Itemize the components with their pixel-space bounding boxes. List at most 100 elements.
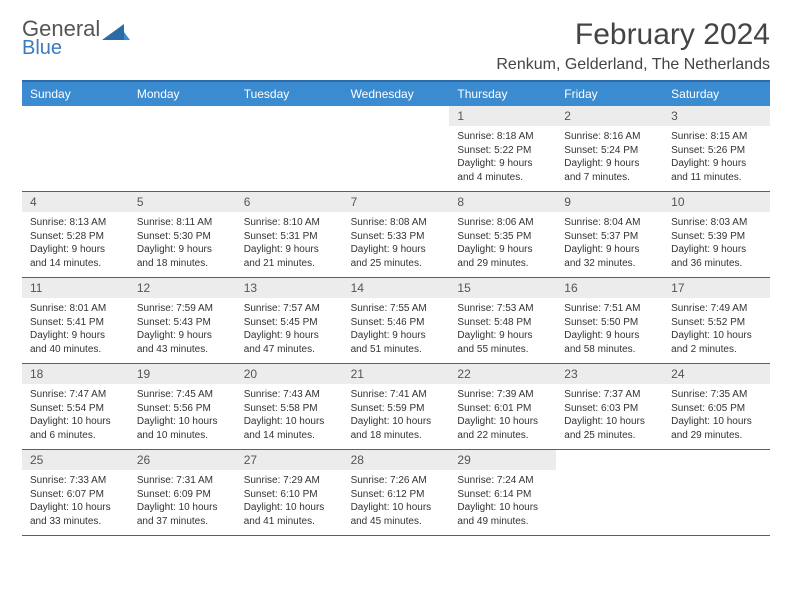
location: Renkum, Gelderland, The Netherlands [496, 56, 770, 74]
calendar-cell [663, 450, 770, 536]
triangle-icon [102, 22, 130, 47]
day-number [236, 106, 343, 126]
day-details: Sunrise: 7:47 AMSunset: 5:54 PMDaylight:… [22, 384, 129, 448]
day-details: Sunrise: 7:59 AMSunset: 5:43 PMDaylight:… [129, 298, 236, 362]
day-number: 15 [449, 278, 556, 298]
calendar-cell [22, 106, 129, 192]
day-number [129, 106, 236, 126]
calendar-cell: 19Sunrise: 7:45 AMSunset: 5:56 PMDayligh… [129, 364, 236, 450]
weekday-label: Thursday [449, 82, 556, 106]
day-number: 26 [129, 450, 236, 470]
day-number: 5 [129, 192, 236, 212]
day-number: 27 [236, 450, 343, 470]
day-details: Sunrise: 7:37 AMSunset: 6:03 PMDaylight:… [556, 384, 663, 448]
calendar-cell: 10Sunrise: 8:03 AMSunset: 5:39 PMDayligh… [663, 192, 770, 278]
calendar-cell: 22Sunrise: 7:39 AMSunset: 6:01 PMDayligh… [449, 364, 556, 450]
day-number [343, 106, 450, 126]
day-number: 28 [343, 450, 450, 470]
day-number: 21 [343, 364, 450, 384]
calendar-cell [236, 106, 343, 192]
calendar-cell: 21Sunrise: 7:41 AMSunset: 5:59 PMDayligh… [343, 364, 450, 450]
day-details: Sunrise: 7:45 AMSunset: 5:56 PMDaylight:… [129, 384, 236, 448]
day-number: 25 [22, 450, 129, 470]
day-number: 8 [449, 192, 556, 212]
day-number: 7 [343, 192, 450, 212]
day-number [556, 450, 663, 470]
day-number: 2 [556, 106, 663, 126]
title-block: February 2024 Renkum, Gelderland, The Ne… [496, 18, 770, 74]
day-number: 3 [663, 106, 770, 126]
calendar-cell [556, 450, 663, 536]
month-title: February 2024 [496, 18, 770, 52]
calendar-cell: 12Sunrise: 7:59 AMSunset: 5:43 PMDayligh… [129, 278, 236, 364]
weekday-header: Sunday Monday Tuesday Wednesday Thursday… [22, 82, 770, 106]
day-number: 6 [236, 192, 343, 212]
header: General Blue February 2024 Renkum, Gelde… [22, 18, 770, 74]
day-number: 4 [22, 192, 129, 212]
day-number: 11 [22, 278, 129, 298]
day-number: 19 [129, 364, 236, 384]
day-number: 24 [663, 364, 770, 384]
day-details: Sunrise: 8:10 AMSunset: 5:31 PMDaylight:… [236, 212, 343, 276]
day-details: Sunrise: 8:11 AMSunset: 5:30 PMDaylight:… [129, 212, 236, 276]
day-number [663, 450, 770, 470]
calendar-grid: 1Sunrise: 8:18 AMSunset: 5:22 PMDaylight… [22, 106, 770, 536]
day-details: Sunrise: 8:03 AMSunset: 5:39 PMDaylight:… [663, 212, 770, 276]
calendar-cell: 17Sunrise: 7:49 AMSunset: 5:52 PMDayligh… [663, 278, 770, 364]
day-details: Sunrise: 7:33 AMSunset: 6:07 PMDaylight:… [22, 470, 129, 534]
logo: General Blue [22, 18, 130, 58]
day-number: 23 [556, 364, 663, 384]
day-number: 16 [556, 278, 663, 298]
calendar-cell: 29Sunrise: 7:24 AMSunset: 6:14 PMDayligh… [449, 450, 556, 536]
calendar-cell: 8Sunrise: 8:06 AMSunset: 5:35 PMDaylight… [449, 192, 556, 278]
day-details: Sunrise: 8:04 AMSunset: 5:37 PMDaylight:… [556, 212, 663, 276]
day-details: Sunrise: 7:29 AMSunset: 6:10 PMDaylight:… [236, 470, 343, 534]
calendar-cell: 20Sunrise: 7:43 AMSunset: 5:58 PMDayligh… [236, 364, 343, 450]
day-number: 12 [129, 278, 236, 298]
day-details: Sunrise: 8:13 AMSunset: 5:28 PMDaylight:… [22, 212, 129, 276]
calendar-cell: 1Sunrise: 8:18 AMSunset: 5:22 PMDaylight… [449, 106, 556, 192]
calendar-cell: 15Sunrise: 7:53 AMSunset: 5:48 PMDayligh… [449, 278, 556, 364]
day-number: 29 [449, 450, 556, 470]
calendar-cell: 3Sunrise: 8:15 AMSunset: 5:26 PMDaylight… [663, 106, 770, 192]
day-number: 17 [663, 278, 770, 298]
calendar-cell [343, 106, 450, 192]
day-details: Sunrise: 7:31 AMSunset: 6:09 PMDaylight:… [129, 470, 236, 534]
day-details: Sunrise: 7:55 AMSunset: 5:46 PMDaylight:… [343, 298, 450, 362]
weekday-label: Friday [556, 82, 663, 106]
calendar-cell: 18Sunrise: 7:47 AMSunset: 5:54 PMDayligh… [22, 364, 129, 450]
weekday-label: Sunday [22, 82, 129, 106]
day-details: Sunrise: 7:26 AMSunset: 6:12 PMDaylight:… [343, 470, 450, 534]
day-details: Sunrise: 7:49 AMSunset: 5:52 PMDaylight:… [663, 298, 770, 362]
day-number: 10 [663, 192, 770, 212]
day-details: Sunrise: 8:06 AMSunset: 5:35 PMDaylight:… [449, 212, 556, 276]
calendar-cell: 11Sunrise: 8:01 AMSunset: 5:41 PMDayligh… [22, 278, 129, 364]
day-details: Sunrise: 8:18 AMSunset: 5:22 PMDaylight:… [449, 126, 556, 190]
day-details: Sunrise: 8:16 AMSunset: 5:24 PMDaylight:… [556, 126, 663, 190]
calendar-cell: 23Sunrise: 7:37 AMSunset: 6:03 PMDayligh… [556, 364, 663, 450]
calendar-cell: 6Sunrise: 8:10 AMSunset: 5:31 PMDaylight… [236, 192, 343, 278]
weekday-label: Tuesday [236, 82, 343, 106]
weekday-label: Monday [129, 82, 236, 106]
calendar-cell: 4Sunrise: 8:13 AMSunset: 5:28 PMDaylight… [22, 192, 129, 278]
day-details: Sunrise: 7:57 AMSunset: 5:45 PMDaylight:… [236, 298, 343, 362]
day-details: Sunrise: 7:41 AMSunset: 5:59 PMDaylight:… [343, 384, 450, 448]
calendar-cell: 5Sunrise: 8:11 AMSunset: 5:30 PMDaylight… [129, 192, 236, 278]
calendar-cell: 13Sunrise: 7:57 AMSunset: 5:45 PMDayligh… [236, 278, 343, 364]
day-details: Sunrise: 7:35 AMSunset: 6:05 PMDaylight:… [663, 384, 770, 448]
weekday-label: Saturday [663, 82, 770, 106]
weekday-label: Wednesday [343, 82, 450, 106]
day-details: Sunrise: 8:01 AMSunset: 5:41 PMDaylight:… [22, 298, 129, 362]
calendar-cell: 27Sunrise: 7:29 AMSunset: 6:10 PMDayligh… [236, 450, 343, 536]
calendar-cell: 26Sunrise: 7:31 AMSunset: 6:09 PMDayligh… [129, 450, 236, 536]
calendar-cell: 14Sunrise: 7:55 AMSunset: 5:46 PMDayligh… [343, 278, 450, 364]
calendar-cell: 24Sunrise: 7:35 AMSunset: 6:05 PMDayligh… [663, 364, 770, 450]
day-number: 9 [556, 192, 663, 212]
calendar-cell: 2Sunrise: 8:16 AMSunset: 5:24 PMDaylight… [556, 106, 663, 192]
day-details: Sunrise: 7:43 AMSunset: 5:58 PMDaylight:… [236, 384, 343, 448]
day-number [22, 106, 129, 126]
calendar-cell: 9Sunrise: 8:04 AMSunset: 5:37 PMDaylight… [556, 192, 663, 278]
calendar-cell: 16Sunrise: 7:51 AMSunset: 5:50 PMDayligh… [556, 278, 663, 364]
day-number: 13 [236, 278, 343, 298]
day-number: 1 [449, 106, 556, 126]
